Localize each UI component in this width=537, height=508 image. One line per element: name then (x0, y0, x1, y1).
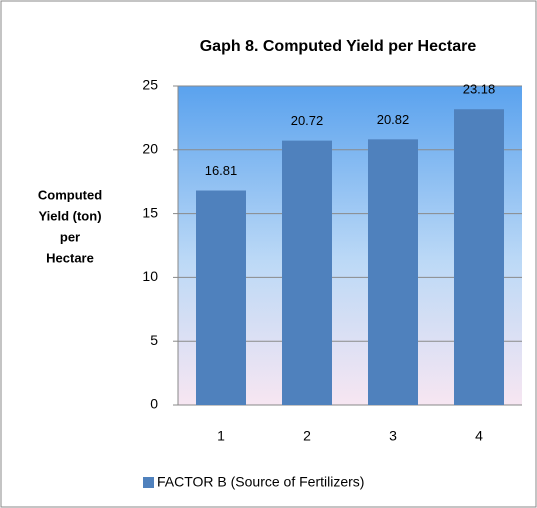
x-tick-label: 2 (303, 428, 311, 444)
value-label: 20.72 (291, 113, 324, 128)
y-tick-label: 20 (142, 141, 158, 157)
bar (282, 140, 332, 405)
y-axis-label: per (60, 229, 80, 244)
y-tick-label: 10 (142, 268, 158, 284)
value-label: 16.81 (205, 163, 238, 178)
bar (454, 109, 504, 405)
y-tick-label: 0 (150, 396, 158, 412)
y-tick-label: 15 (142, 204, 158, 220)
y-tick-label: 25 (142, 77, 158, 93)
legend-swatch (143, 477, 154, 488)
y-tick-label: 5 (150, 332, 158, 348)
x-tick-label: 3 (389, 428, 397, 444)
y-axis-label: Computed (38, 187, 102, 202)
value-label: 23.18 (463, 82, 496, 97)
y-axis-label: Yield (ton) (38, 208, 101, 223)
chart-title: Gaph 8. Computed Yield per Hectare (200, 38, 477, 55)
x-tick-label: 4 (475, 428, 483, 444)
legend-label: FACTOR B (Source of Fertilizers) (157, 474, 364, 490)
value-label: 20.82 (377, 112, 410, 127)
bar (368, 139, 418, 406)
y-axis-label: Hectare (46, 250, 94, 265)
bar (196, 190, 246, 405)
x-tick-label: 1 (217, 428, 225, 444)
